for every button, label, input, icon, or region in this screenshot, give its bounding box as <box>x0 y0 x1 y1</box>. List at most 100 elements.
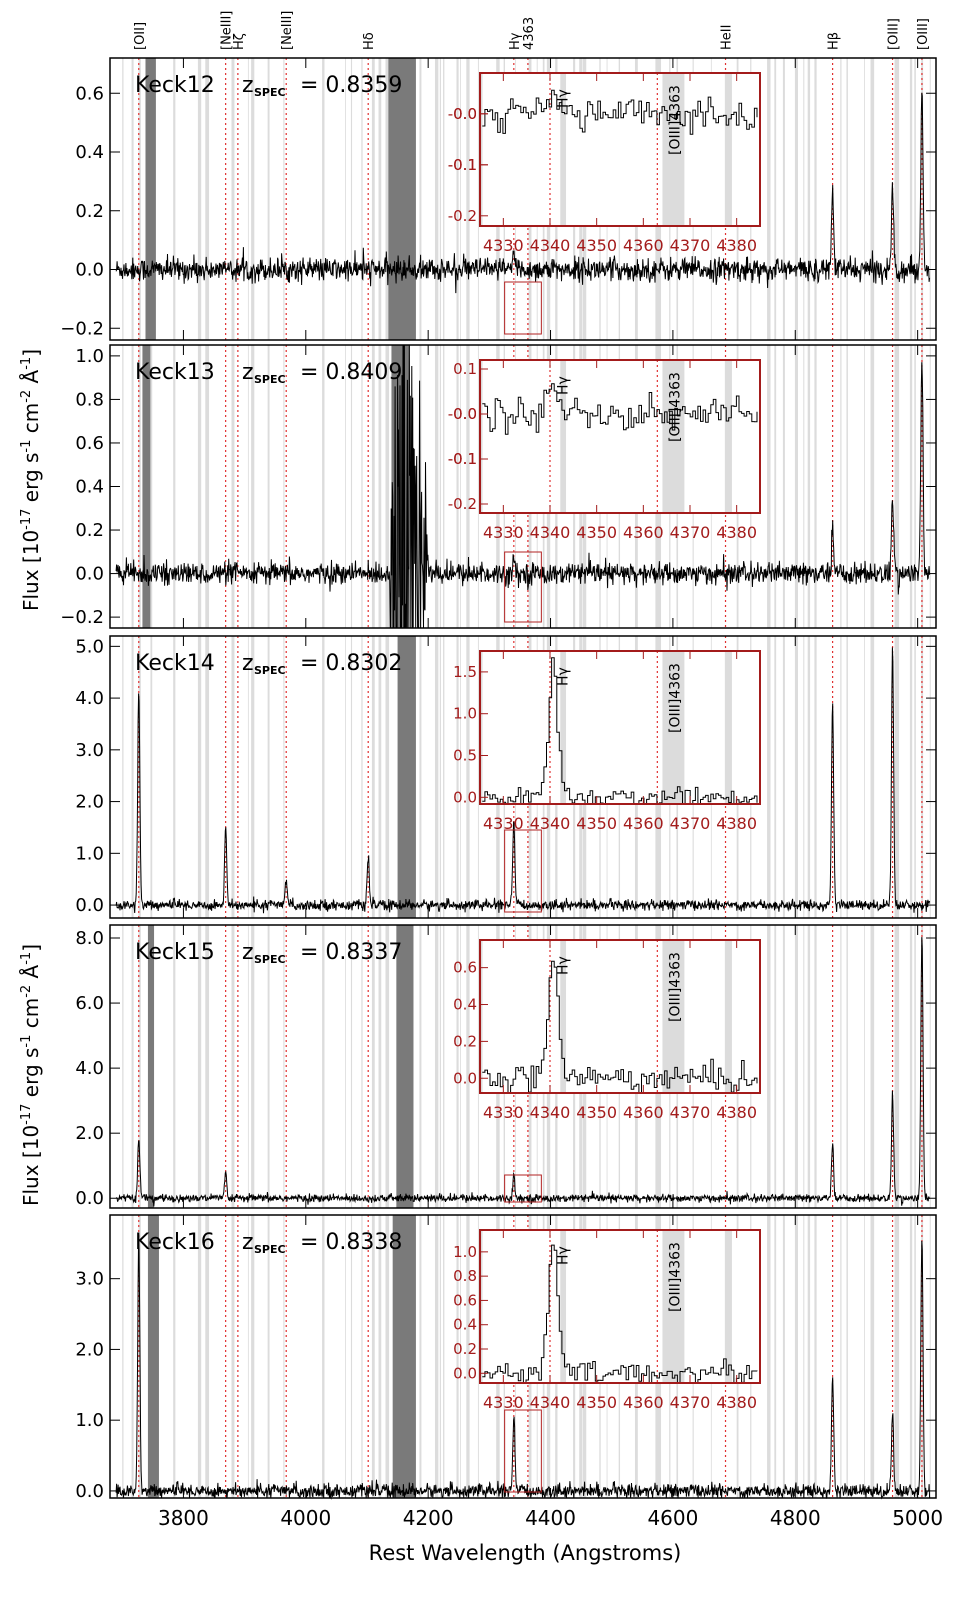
inset-layer: 4330 4340 4350 4360 4370 43800.0-0.0-0.1-0.1-… <box>448 72 761 1412</box>
mask-band-1 <box>396 925 414 1208</box>
inset-xtick-label-5: 4380 <box>716 1393 757 1412</box>
ytick-label-3-4: 8.0 <box>75 928 104 949</box>
sky-band <box>894 1215 898 1498</box>
ytick-label-3-0: 0.0 <box>75 1188 104 1209</box>
sky-band <box>814 1215 817 1498</box>
sky-band <box>350 345 353 628</box>
mask-band-0 <box>147 1215 159 1498</box>
sky-band <box>138 345 141 628</box>
sky-band <box>207 925 210 1208</box>
sky-band <box>251 925 255 1208</box>
inset-xtick-label-0: 4330 <box>483 1393 524 1412</box>
inset-frame <box>479 650 761 805</box>
mask-band-1 <box>392 1215 416 1498</box>
inset-xtick-label-3: 4360 <box>623 814 664 833</box>
inset-sky-band <box>560 1230 567 1383</box>
sky-band <box>914 636 916 918</box>
sky-band <box>150 345 153 628</box>
sky-band <box>443 58 445 340</box>
sky-band <box>267 925 270 1208</box>
inset-frame <box>479 1229 761 1384</box>
ytick-label-4-2: 2.0 <box>75 1339 104 1360</box>
sky-band <box>894 636 898 918</box>
ytick-label-2-3: 3.0 <box>75 740 104 761</box>
line-label-5: Hγ <box>508 32 523 50</box>
ytick-label-4-1: 1.0 <box>75 1410 104 1431</box>
sky-band <box>443 925 445 1208</box>
y-axis-label-part: -17 <box>19 1104 34 1125</box>
sky-band <box>846 1215 848 1498</box>
sky-band <box>122 636 124 918</box>
spectrum-Keck15 <box>115 937 931 1207</box>
panel-zvalue-1: = 0.8409 <box>300 360 402 385</box>
sky-band <box>782 1215 785 1498</box>
inset-ytick-label-2: 0.4 <box>453 1316 477 1334</box>
sky-band <box>909 636 913 918</box>
spectrum-Keck12 <box>115 92 931 294</box>
sky-band <box>460 925 461 1208</box>
panel-z-4: z <box>242 1230 254 1255</box>
panel-zvalue-2: = 0.8302 <box>300 651 402 676</box>
sky-band <box>814 58 817 340</box>
panel-frame-4 <box>109 1214 937 1499</box>
panel-zvalue-0: = 0.8359 <box>300 73 402 98</box>
sky-band <box>419 636 422 918</box>
panel-name-3: Keck15 <box>135 940 215 965</box>
sky-band <box>439 345 441 628</box>
sky-band <box>803 925 805 1208</box>
inset-spectrum <box>482 89 758 135</box>
sky-band <box>361 58 363 340</box>
inset-xtick-label-3: 4360 <box>623 523 664 542</box>
sky-band <box>840 636 842 918</box>
inset-hgamma-label: Hγ <box>555 1246 571 1265</box>
inset-Keck16: 4330 4340 4350 4360 4370 4380 0.0 0.2 0.4 0.6 0.8 1… <box>453 1229 761 1412</box>
sky-band <box>864 636 865 918</box>
sky-band <box>207 58 210 340</box>
sky-band <box>205 636 209 918</box>
spectrum-Keck13 <box>115 344 931 629</box>
ytick-label-1-3: 0.4 <box>75 477 104 498</box>
inset-xtick-label-3: 4360 <box>623 236 664 255</box>
sky-band <box>345 925 346 1208</box>
zoom-box-1 <box>504 551 542 623</box>
sky-band <box>443 1215 445 1498</box>
sky-band <box>371 925 375 1208</box>
ytick-label-0-1: 0.0 <box>75 260 104 281</box>
ytick-label-0-4: 0.6 <box>75 83 104 104</box>
sky-band <box>131 58 134 340</box>
y-axis-label-part: -1 <box>19 1035 34 1048</box>
sky-band <box>846 636 848 918</box>
sky-band <box>322 636 325 918</box>
inset-oiii-label: [OIII]4363 <box>667 663 683 733</box>
sky-band <box>439 58 441 340</box>
y-axis-label-part: -2 <box>19 390 34 403</box>
xtick-label-5: 4800 <box>770 1506 821 1530</box>
inset-sky-band <box>724 651 732 804</box>
sky-band <box>864 345 865 628</box>
inset-xtick-label-4: 4370 <box>670 236 711 255</box>
mask-band-0 <box>142 345 151 628</box>
sky-band <box>897 925 900 1208</box>
inset-xtick-label-4: 4370 <box>670 1393 711 1412</box>
label-layer: [OII] [NeIII]Hζ [NeIII] Hδ Hγ 4363 HeII Hβ [OIII… <box>19 11 943 1565</box>
ytick-label-1-1: 0.0 <box>75 564 104 585</box>
sky-band <box>767 925 771 1208</box>
xtick-label-3: 4400 <box>525 1506 576 1530</box>
sky-band <box>897 345 900 628</box>
inset-sky-band <box>724 940 732 1093</box>
sky-band <box>767 345 771 628</box>
inset-ytick-label-5: -0.2 <box>448 495 477 513</box>
sky-band <box>251 1215 255 1498</box>
inset-hgamma-label: Hγ <box>555 667 571 686</box>
sky-band <box>419 58 422 340</box>
y-axis-label-part: -1 <box>19 440 34 453</box>
sky-band <box>840 345 842 628</box>
panel-frame-3 <box>109 924 937 1209</box>
sky-band <box>361 925 363 1208</box>
inset-xtick-label-1: 4340 <box>530 814 571 833</box>
inset-ytick-label-5: 1.0 <box>453 1243 477 1261</box>
inset-spectrum <box>482 383 758 435</box>
sky-band <box>231 345 235 628</box>
y-axis-label-part: ] <box>19 944 43 952</box>
